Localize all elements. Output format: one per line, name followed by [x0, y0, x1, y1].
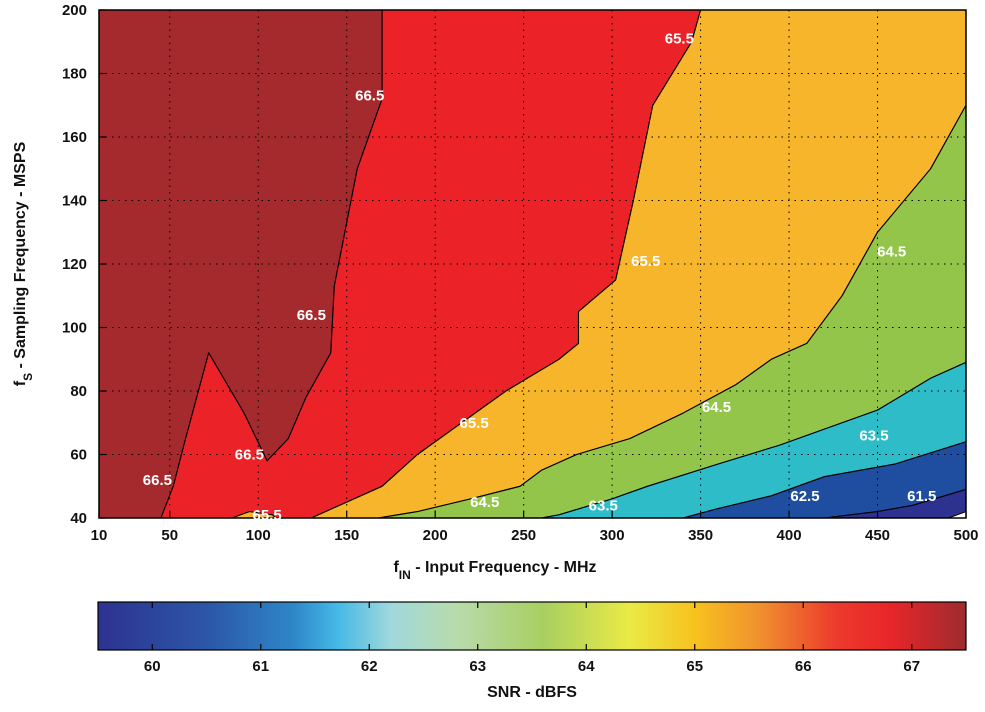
x-axis-label: fIN - Input Frequency - MHz [393, 559, 596, 582]
colorbar-tick-label: 66 [795, 658, 812, 675]
x-axis-ticks: 10 50 100 150 200 250 300 350 400 450 500 [91, 511, 979, 544]
y-tick-label: 100 [62, 320, 87, 337]
contour-label: 63.5 [859, 427, 888, 444]
colorbar-tick-label: 63 [469, 658, 486, 675]
y-tick-label: 120 [62, 256, 87, 273]
contour-label: 65.5 [665, 31, 694, 48]
x-tick-label: 10 [91, 527, 108, 544]
y-tick-label: 80 [70, 383, 87, 400]
y-tick-label: 140 [62, 193, 87, 210]
contour-label: 66.5 [235, 447, 264, 464]
x-tick-label: 150 [334, 527, 359, 544]
x-tick-label: 500 [953, 527, 978, 544]
colorbar-tick-label: 64 [578, 658, 595, 675]
contour-region-65 [231, 511, 277, 518]
colorbar-label: SNR - dBFS [487, 684, 577, 701]
colorbar-tick-label: 60 [144, 658, 161, 675]
contour-label: 63.5 [589, 497, 618, 514]
y-tick-label: 60 [70, 447, 87, 464]
y-axis-ticks: 40 60 80 100 120 140 160 180 200 [62, 2, 106, 527]
x-tick-label: 250 [511, 527, 536, 544]
contour-label: 64.5 [877, 243, 906, 260]
colorbar-tick-label: 61 [252, 658, 269, 675]
colorbar-tick-label: 62 [361, 658, 378, 675]
contour-label: 61.5 [907, 488, 936, 505]
contour-label: 66.5 [355, 88, 384, 105]
contour-label: 64.5 [702, 399, 731, 416]
x-tick-label: 300 [600, 527, 625, 544]
grid-lines [99, 10, 966, 518]
y-tick-label: 40 [70, 510, 87, 527]
contour-labels: 66.5 66.5 65.5 66.5 66.5 65.5 65.5 65.5 64.5 64.5… [143, 31, 937, 524]
x-tick-label: 100 [246, 527, 271, 544]
x-tick-label: 450 [865, 527, 890, 544]
contour-label: 62.5 [790, 488, 819, 505]
x-tick-label: 200 [423, 527, 448, 544]
colorbar: 60 61 62 63 64 65 66 67 SNR - dBFS [97, 601, 967, 701]
contour-label: 64.5 [470, 494, 499, 511]
x-tick-label: 50 [161, 527, 178, 544]
y-tick-label: 160 [62, 129, 87, 146]
contour-label: 65.5 [631, 253, 660, 270]
y-tick-label: 180 [62, 66, 87, 83]
colorbar-tick-label: 67 [903, 658, 920, 675]
contour-label: 66.5 [297, 307, 326, 324]
colorbar-tick-label: 65 [686, 658, 703, 675]
x-tick-label: 350 [688, 527, 713, 544]
contour-label: 65.5 [460, 415, 489, 432]
colorbar-ticks: 60 61 62 63 64 65 66 67 [144, 602, 920, 675]
contour-label: 65.5 [252, 507, 281, 524]
y-tick-label: 200 [62, 2, 87, 19]
colorbar-gradient [97, 601, 967, 651]
x-tick-label: 400 [777, 527, 802, 544]
contour-label: 66.5 [143, 472, 172, 489]
y-axis-label: fS - Sampling Frequency - MSPS [12, 141, 35, 386]
